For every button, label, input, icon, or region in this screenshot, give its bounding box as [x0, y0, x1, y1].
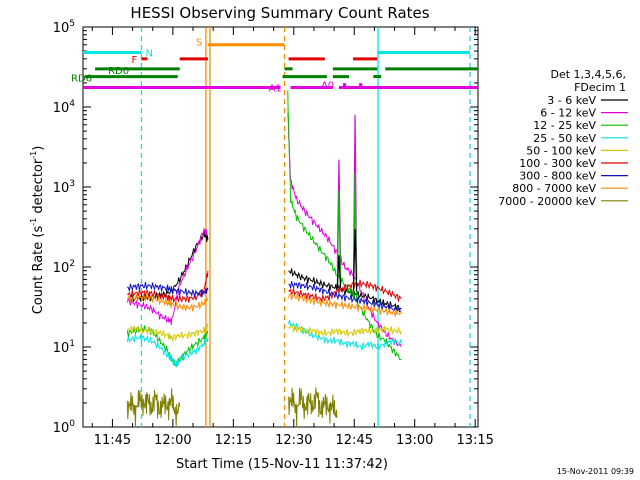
flag-label: N	[145, 49, 152, 60]
flag-label: S	[196, 38, 202, 49]
y-tick-label: 103	[53, 179, 75, 196]
x-tick-label: 13:15	[456, 433, 493, 448]
y-tick-exponent: 5	[69, 19, 75, 29]
x-tick-label: 12:30	[275, 433, 312, 448]
y-tick-exponent: 2	[69, 259, 75, 269]
flag-label: RD6	[71, 74, 92, 85]
legend-entry-label: 6 - 12 keV	[540, 107, 596, 120]
y-tick-exponent: 1	[69, 339, 75, 349]
series-line	[288, 279, 402, 303]
y-tick-label: 101	[53, 339, 75, 356]
x-axis-label: Start Time (15-Nov-11 11:37:42)	[176, 457, 388, 472]
footer-timestamp: 15-Nov-2011 09:39	[557, 467, 634, 476]
legend-entry-label: 300 - 800 keV	[519, 170, 596, 183]
x-tick-label: 12:00	[154, 433, 191, 448]
y-axis-label-main: Count Rate (s	[31, 226, 46, 315]
x-tick-label: 12:45	[336, 433, 373, 448]
y-tick-base: 10	[53, 421, 70, 436]
y-axis-label-close: )	[31, 146, 46, 151]
series-line	[126, 388, 181, 428]
y-tick-base: 10	[53, 261, 70, 276]
legend-entry-label: 12 - 25 keV	[533, 119, 596, 132]
y-tick-exponent: 4	[69, 99, 75, 109]
y-axis-label-sup2: -1	[29, 151, 38, 159]
series-spike	[352, 228, 358, 292]
legend-header-decimation: FDecim 1	[574, 81, 626, 94]
legend-entry-label: 25 - 50 keV	[533, 132, 596, 145]
flag-label: F	[131, 55, 137, 66]
y-tick-exponent: 0	[69, 419, 75, 429]
x-tick-label: 11:45	[94, 433, 131, 448]
chart-title: HESSI Observing Summary Count Rates	[130, 4, 429, 22]
series-line	[126, 293, 209, 312]
series-line	[126, 227, 209, 325]
plot-area: 11:45 12:00 12:15 12:30 12:45 13:00 13:1510010…	[53, 19, 494, 448]
series-line	[288, 319, 402, 351]
x-tick-label: 12:15	[215, 433, 252, 448]
series-line	[127, 282, 209, 299]
y-tick-base: 10	[53, 341, 70, 356]
y-axis-label: Count Rate (s-1 detector-1)	[29, 146, 46, 315]
series-line	[126, 323, 209, 342]
series-line	[288, 281, 402, 315]
legend-entry-label: 100 - 300 keV	[519, 157, 596, 170]
plot-frame	[82, 26, 479, 428]
y-axis-label-sup: -1	[29, 218, 38, 226]
x-tick-label: 13:00	[396, 433, 433, 448]
series-line	[288, 324, 402, 338]
y-tick-label: 104	[53, 99, 76, 116]
y-tick-label: 102	[53, 259, 75, 276]
y-tick-exponent: 3	[69, 179, 75, 189]
y-axis-label-tail: detector	[31, 158, 46, 218]
legend-entry-label: 50 - 100 keV	[526, 144, 596, 157]
series-spike	[336, 255, 342, 288]
series-line	[126, 334, 209, 368]
series-line	[288, 387, 338, 428]
series-line	[126, 325, 209, 367]
legend-entry-label: 7000 - 20000 keV	[498, 195, 596, 208]
series-line	[288, 268, 402, 312]
y-tick-base: 10	[53, 181, 70, 196]
series-spike	[336, 190, 342, 285]
legend-header-detectors: Det 1,3,4,5,6,	[550, 68, 626, 81]
y-tick-base: 10	[53, 21, 70, 36]
series-line	[288, 292, 402, 317]
y-tick-base: 10	[53, 101, 70, 116]
legend-entry-label: 3 - 6 keV	[547, 94, 596, 107]
series-line	[127, 270, 209, 304]
series-line	[287, 90, 402, 361]
legend-entry-label: 800 - 7000 keV	[512, 182, 596, 195]
y-tick-label: 105	[53, 19, 75, 36]
y-tick-label: 100	[53, 419, 76, 436]
flag-label: RD0	[108, 66, 129, 77]
flag-label: A1	[269, 84, 282, 95]
